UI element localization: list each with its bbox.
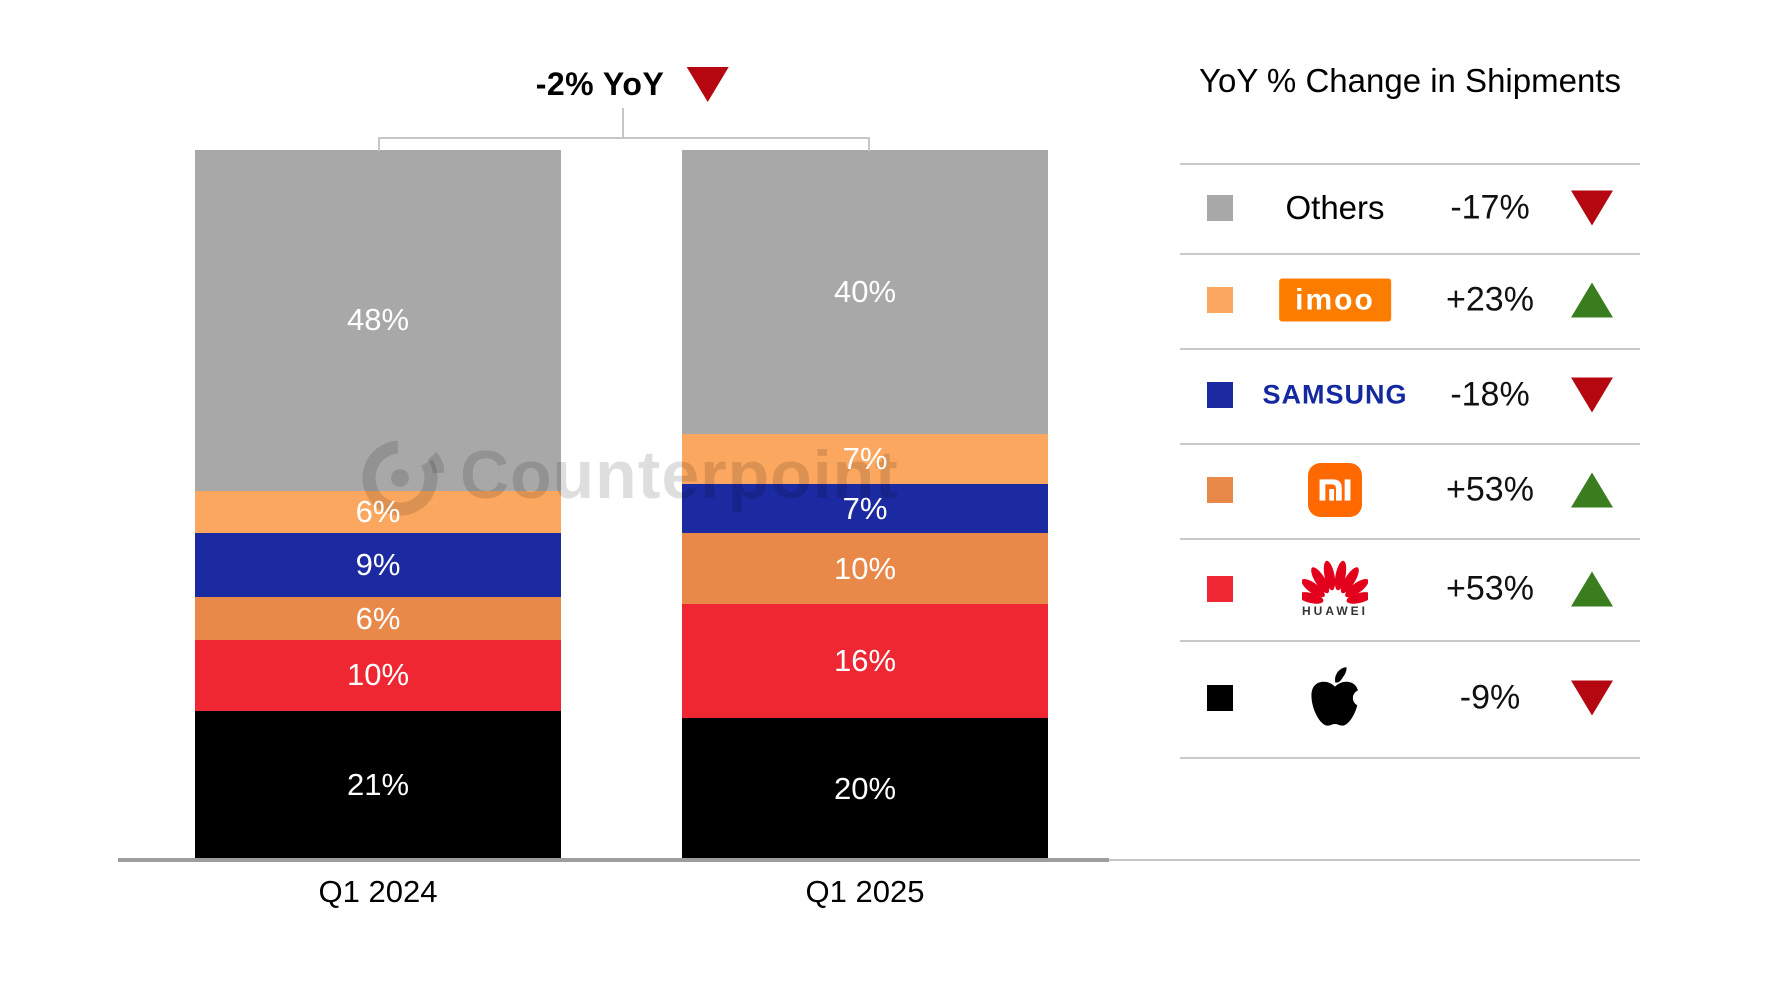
bar-segment-apple: 21% [195,710,561,860]
segment-value-label: 6% [355,600,401,636]
bar-segment-huawei: 16% [682,604,1048,718]
imoo-logo: imoo [1279,278,1391,322]
bracket-left-drop-line [378,137,380,151]
bar-segment-others: 48% [195,150,561,491]
segment-value-label: 10% [346,657,410,693]
samsung-change-value: -18% [1450,375,1530,414]
apple-logo-icon [1309,667,1361,729]
bracket-right-drop-line [868,137,870,151]
apple-change-value: -9% [1459,678,1521,717]
bar-segment-samsung: 7% [682,483,1048,534]
segment-value-label: 20% [833,770,897,806]
bracket-horizontal-line [378,137,870,139]
down-triangle-icon [1571,680,1613,716]
segment-value-label: 21% [346,767,410,803]
legend-header: YoY % Change in Shipments [1199,62,1621,99]
segment-value-label: 6% [355,494,401,530]
x-axis-line [118,858,1109,862]
down-triangle-icon [686,67,729,102]
stacked-bar-q1-2024: 48% 6% 9% 6% 10% 21% [195,150,561,860]
segment-value-label: 40% [833,274,897,309]
others-swatch [1207,195,1233,221]
up-triangle-icon [1571,571,1613,607]
bar-segment-imoo: 7% [682,434,1048,484]
bar-segment-xiaomi: 10% [682,533,1048,605]
apple-swatch [1207,685,1233,711]
legend-separator [1180,163,1640,165]
xiaomi-change-value: +53% [1446,470,1534,509]
legend-separator [1180,538,1640,540]
yoy-total-change-label: -2% YoY [535,66,665,102]
bar-segment-others: 40% [682,150,1048,434]
up-triangle-icon [1571,282,1613,318]
legend-separator [1180,443,1640,445]
segment-value-label: 10% [833,550,897,586]
bar-segment-imoo: 6% [195,490,561,534]
huawei-wordmark: HUAWEI [1302,604,1368,618]
bar-segment-apple: 20% [682,717,1048,860]
bracket-stem-line [622,108,624,138]
xiaomi-swatch [1207,477,1233,503]
bar-segment-huawei: 10% [195,639,561,711]
bar-segment-xiaomi: 6% [195,597,561,640]
down-triangle-icon [1571,377,1613,413]
segment-value-label: 48% [346,302,410,338]
chart-title: -2% YoY [536,66,729,103]
up-triangle-icon [1571,472,1613,508]
imoo-swatch [1207,287,1233,313]
segment-value-label: 7% [842,490,888,526]
x-tick-q1-2025: Q1 2025 [805,874,925,909]
bar-segment-samsung: 9% [195,533,561,598]
others-label: Others [1285,189,1385,226]
stacked-bar-q1-2025: 40% 7% 7% 10% 16% 20% [682,150,1048,860]
legend-separator [1180,757,1640,759]
xiaomi-logo [1308,463,1362,517]
samsung-swatch [1207,382,1233,408]
down-triangle-icon [1571,190,1613,226]
samsung-logo: SAMSUNG [1262,379,1408,410]
legend-separator [1180,253,1640,255]
x-axis-extension-line [1109,859,1640,861]
huawei-change-value: +53% [1446,569,1534,608]
segment-value-label: 9% [355,547,401,583]
others-change-value: -17% [1450,188,1530,227]
x-tick-q1-2024: Q1 2024 [318,874,438,909]
segment-value-label: 7% [842,440,888,476]
huawei-logo: HUAWEI [1302,560,1368,618]
legend-separator [1180,348,1640,350]
segment-value-label: 16% [833,643,897,679]
imoo-change-value: +23% [1446,280,1534,319]
legend-separator [1180,640,1640,642]
huawei-swatch [1207,576,1233,602]
